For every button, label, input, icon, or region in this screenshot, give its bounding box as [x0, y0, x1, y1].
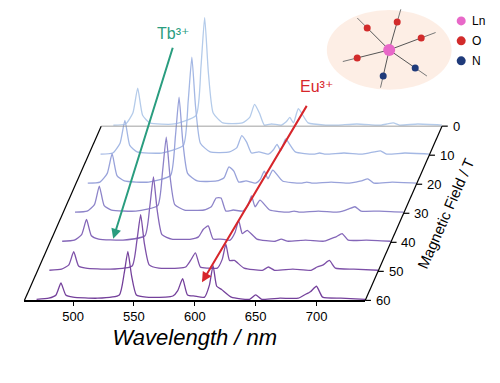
svg-text:20: 20 — [427, 177, 441, 192]
svg-text:Eu³⁺: Eu³⁺ — [300, 78, 333, 95]
svg-text:500: 500 — [62, 309, 84, 324]
svg-text:600: 600 — [184, 309, 206, 324]
svg-text:O: O — [472, 34, 481, 48]
svg-text:700: 700 — [306, 309, 328, 324]
svg-text:30: 30 — [414, 206, 428, 221]
svg-text:0: 0 — [453, 119, 460, 134]
svg-text:60: 60 — [376, 293, 390, 308]
svg-text:Tb³⁺: Tb³⁺ — [157, 25, 189, 42]
svg-text:Wavelength / nm: Wavelength / nm — [112, 325, 277, 350]
svg-text:Ln: Ln — [472, 14, 485, 28]
svg-text:40: 40 — [401, 235, 415, 250]
svg-text:N: N — [472, 54, 481, 68]
svg-text:650: 650 — [245, 309, 267, 324]
svg-text:550: 550 — [123, 309, 145, 324]
svg-text:Magnetic Field / T: Magnetic Field / T — [414, 156, 478, 272]
svg-text:50: 50 — [389, 264, 403, 279]
svg-text:10: 10 — [440, 148, 454, 163]
